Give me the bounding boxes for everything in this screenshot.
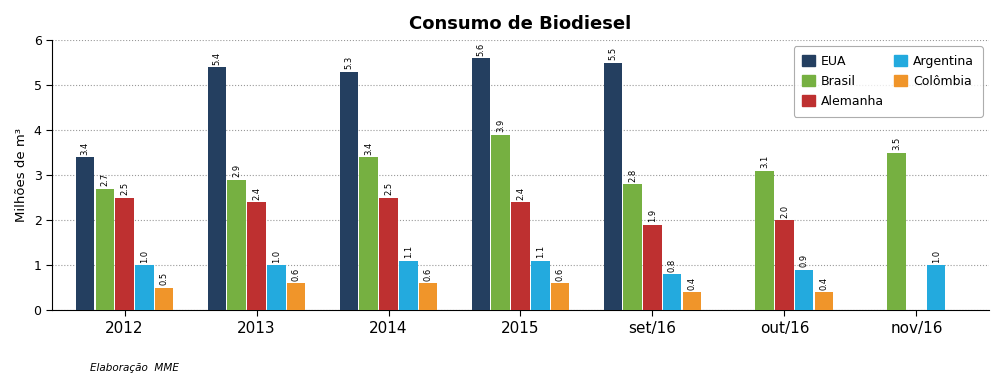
- Bar: [228, 180, 246, 310]
- Text: 2.7: 2.7: [100, 173, 109, 186]
- Text: 2.0: 2.0: [779, 205, 788, 218]
- Text: 3.1: 3.1: [759, 155, 768, 169]
- Text: Elaboração  MME: Elaboração MME: [90, 363, 180, 373]
- Text: 0.8: 0.8: [667, 259, 676, 272]
- Bar: [267, 265, 285, 310]
- Bar: [926, 265, 945, 310]
- Text: 0.4: 0.4: [818, 277, 827, 290]
- Bar: [682, 292, 700, 310]
- Bar: [774, 220, 793, 310]
- Text: 2.5: 2.5: [383, 182, 392, 195]
- Text: 3.9: 3.9: [495, 119, 505, 132]
- Text: 2.9: 2.9: [232, 164, 241, 178]
- Bar: [154, 288, 174, 310]
- Text: 1.9: 1.9: [647, 209, 656, 222]
- Text: 5.6: 5.6: [475, 43, 484, 56]
- Text: 3.4: 3.4: [80, 142, 89, 155]
- Bar: [247, 202, 266, 310]
- Text: 2.4: 2.4: [516, 187, 525, 200]
- Bar: [359, 157, 377, 310]
- Text: 1.0: 1.0: [931, 250, 940, 263]
- Bar: [115, 198, 133, 310]
- Bar: [208, 67, 226, 310]
- Text: 0.5: 0.5: [159, 272, 169, 285]
- Bar: [511, 202, 530, 310]
- Text: 1.1: 1.1: [403, 245, 412, 258]
- Text: 0.9: 0.9: [799, 254, 808, 267]
- Text: 1.1: 1.1: [536, 245, 545, 258]
- Bar: [887, 153, 905, 310]
- Text: 3.4: 3.4: [364, 142, 373, 155]
- Text: 1.0: 1.0: [272, 250, 281, 263]
- Y-axis label: Milhões de m³: Milhões de m³: [15, 128, 28, 222]
- Bar: [814, 292, 832, 310]
- Bar: [794, 270, 812, 310]
- Bar: [287, 283, 305, 310]
- Bar: [75, 157, 94, 310]
- Text: 5.3: 5.3: [344, 56, 353, 69]
- Text: 5.4: 5.4: [213, 52, 222, 65]
- Legend: EUA, Brasil, Alemanha, Argentina, Colômbia: EUA, Brasil, Alemanha, Argentina, Colômb…: [792, 46, 982, 116]
- Title: Consumo de Biodiesel: Consumo de Biodiesel: [409, 15, 631, 33]
- Bar: [603, 63, 622, 310]
- Bar: [379, 198, 397, 310]
- Text: 3.5: 3.5: [892, 137, 901, 150]
- Text: 1.0: 1.0: [139, 250, 148, 263]
- Text: 0.6: 0.6: [291, 268, 300, 281]
- Bar: [418, 283, 437, 310]
- Text: 2.5: 2.5: [120, 182, 129, 195]
- Bar: [623, 184, 641, 310]
- Bar: [551, 283, 569, 310]
- Text: 0.6: 0.6: [423, 268, 432, 281]
- Text: 5.5: 5.5: [608, 47, 617, 60]
- Bar: [398, 261, 417, 310]
- Bar: [643, 225, 661, 310]
- Bar: [95, 188, 114, 310]
- Bar: [135, 265, 153, 310]
- Text: 0.4: 0.4: [687, 277, 696, 290]
- Bar: [662, 274, 681, 310]
- Bar: [531, 261, 549, 310]
- Text: 2.4: 2.4: [252, 187, 261, 200]
- Bar: [490, 135, 510, 310]
- Bar: [471, 58, 489, 310]
- Text: 0.6: 0.6: [555, 268, 564, 281]
- Bar: [754, 171, 773, 310]
- Text: 2.8: 2.8: [628, 169, 637, 182]
- Bar: [339, 72, 358, 310]
